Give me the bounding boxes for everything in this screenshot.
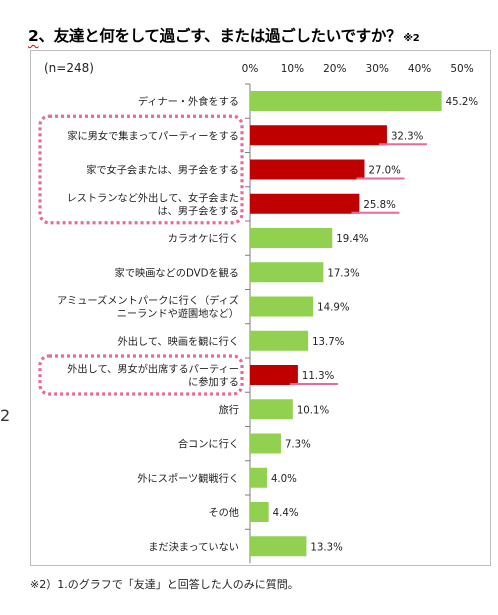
x-tick-label: 0% — [242, 63, 259, 75]
category-label: 外出して、男女が出席するパーティー — [67, 363, 239, 376]
chart-title: 2、友達と何をして過ごす、または過ごしたいですか？ ※2 — [28, 24, 494, 46]
category-label: カラオケに行く — [168, 232, 239, 245]
bar — [250, 91, 442, 111]
data-label: 19.4% — [336, 234, 369, 245]
data-label: 32.3% — [391, 131, 424, 142]
bar — [250, 536, 307, 557]
title-note: ※2 — [403, 33, 420, 44]
category-label: その他 — [208, 506, 239, 519]
x-tick-label: 20% — [323, 63, 346, 75]
title-number: 2 — [28, 27, 39, 45]
bar — [250, 159, 365, 180]
category-label: 家で映画などのDVDを観る — [115, 266, 239, 279]
data-label: 17.3% — [327, 268, 360, 279]
data-label: 4.4% — [273, 508, 299, 519]
bar — [250, 262, 324, 283]
category-label: 外にスポーツ観戦行く — [137, 472, 239, 485]
highlight-box — [38, 354, 244, 396]
category-label: ディナー・外食をする — [138, 95, 239, 108]
bar — [250, 399, 293, 420]
data-label: 13.3% — [310, 542, 343, 553]
bar — [250, 125, 387, 146]
data-label: 4.0% — [271, 474, 297, 485]
title-text: 、友達と何をして過ごす、または過ごしたいですか？ — [38, 27, 402, 45]
category-label: まだ決まっていない — [148, 541, 239, 553]
data-label: 27.0% — [368, 166, 401, 177]
bar — [250, 296, 314, 317]
bar — [250, 330, 309, 351]
side-mark: 2 — [0, 406, 11, 425]
category-label: アミューズメントパークに行く（ディズ — [57, 294, 239, 307]
data-label: 11.3% — [302, 371, 335, 382]
bar — [250, 193, 360, 214]
data-label: 14.9% — [317, 303, 350, 314]
data-label: 25.8% — [363, 200, 396, 211]
bar — [250, 433, 281, 454]
bar — [250, 467, 267, 488]
x-tick-label: 50% — [450, 63, 473, 75]
footnote: ※2）1.のグラフで「友達」と回答した人のみに質問。 — [30, 578, 299, 591]
data-label: 10.1% — [297, 405, 330, 416]
highlight-box — [38, 114, 244, 225]
x-tick-label: 10% — [281, 63, 304, 75]
data-label: 13.7% — [312, 337, 345, 348]
category-label: 家に男女で集まってパーティーをする — [67, 129, 239, 142]
category-label: は、男子会をする — [158, 204, 240, 217]
category-label: に参加する — [188, 376, 239, 389]
bar — [250, 365, 298, 385]
chart-frame — [30, 50, 491, 566]
bar — [250, 502, 269, 522]
x-tick-label: 40% — [408, 63, 431, 75]
category-label: 旅行 — [219, 403, 239, 416]
category-label: 外出して、映画を観に行く — [118, 335, 239, 348]
category-label: 家で女子会または、男子会をする — [86, 164, 239, 177]
category-label: ニーランドや遊園地など） — [117, 307, 239, 320]
category-label: レストランなど外出して、女子会また — [67, 191, 239, 204]
category-label: 合コンに行く — [178, 438, 239, 451]
data-label: 45.2% — [446, 97, 479, 108]
bar — [250, 228, 333, 248]
x-tick-label: 30% — [366, 63, 389, 75]
data-label: 7.3% — [285, 440, 311, 451]
sample-size-label: (n=248) — [44, 61, 94, 75]
